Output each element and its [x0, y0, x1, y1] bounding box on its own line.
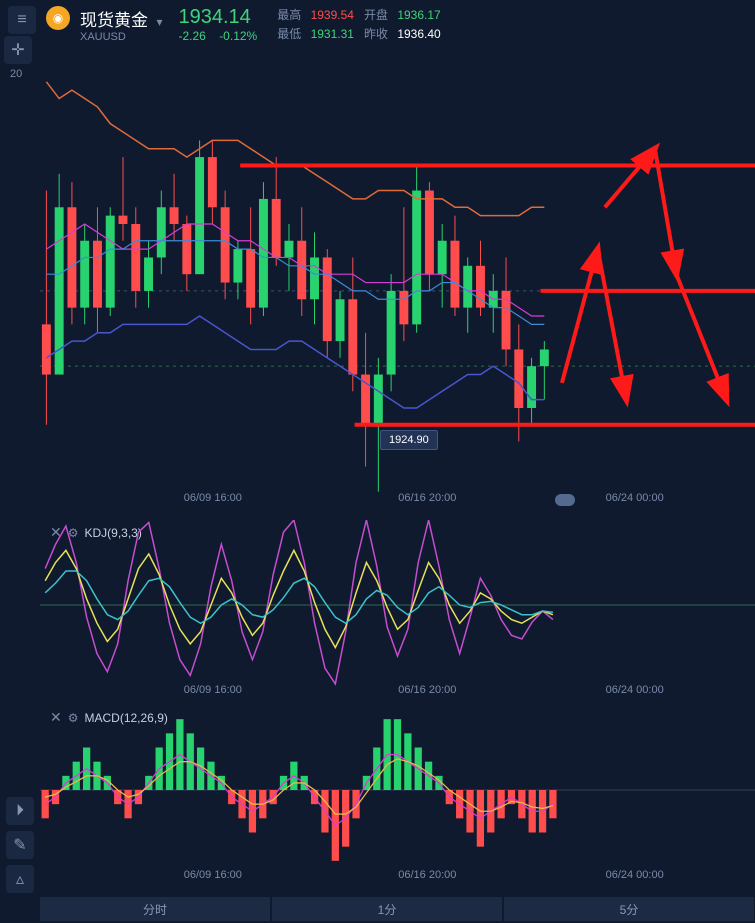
- dropdown-icon[interactable]: ▾: [156, 15, 162, 29]
- prev-close-value: 1936.40: [397, 27, 440, 41]
- prev-close-label: 昨收: [364, 27, 388, 41]
- bottom-toolbar: ⏵ ✎ ▵: [6, 797, 34, 893]
- crosshair-tool-icon[interactable]: ✛: [4, 36, 32, 64]
- y-axis-label: 20: [10, 68, 22, 80]
- symbol-name: 现货黄金: [80, 11, 148, 30]
- x-tick-label: 06/09 16:00: [184, 684, 242, 696]
- price-block: 1934.14 -2.26 -0.12%: [178, 6, 257, 43]
- replay-slider-handle[interactable]: [555, 494, 575, 506]
- high-label: 最高: [277, 8, 301, 22]
- left-toolbar: ✛: [4, 36, 32, 64]
- macd-chart[interactable]: [40, 705, 755, 875]
- x-tick-label: 06/24 00:00: [606, 869, 664, 881]
- price-tooltip: 1924.90: [380, 430, 438, 450]
- pencil-icon[interactable]: ✎: [6, 831, 34, 859]
- x-tick-label: 06/16 20:00: [398, 869, 456, 881]
- collapse-icon[interactable]: ▵: [6, 865, 34, 893]
- symbol-icon: ◉: [46, 6, 70, 30]
- open-label: 开盘: [364, 8, 388, 22]
- low-label: 最低: [277, 27, 301, 41]
- timeframe-tab[interactable]: 5分: [504, 897, 754, 921]
- x-tick-label: 06/16 20:00: [398, 684, 456, 696]
- play-icon[interactable]: ⏵: [6, 797, 34, 825]
- kdj-chart[interactable]: [40, 520, 755, 690]
- ohlc-grid: 最高 1939.54 开盘 1936.17 最低 1931.31 昨收 1936…: [277, 6, 441, 42]
- high-value: 1939.54: [311, 8, 354, 22]
- x-tick-label: 06/09 16:00: [184, 869, 242, 881]
- timeframe-tabs: 分时1分5分: [40, 897, 755, 923]
- timeframe-tab[interactable]: 1分: [272, 897, 502, 921]
- last-price: 1934.14: [178, 6, 257, 29]
- menu-icon[interactable]: ≡: [8, 6, 36, 34]
- x-tick-label: 06/16 20:00: [398, 492, 456, 504]
- symbol-block[interactable]: 现货黄金 ▾ XAUUSD: [80, 6, 162, 43]
- low-value: 1931.31: [311, 27, 354, 41]
- x-tick-label: 06/24 00:00: [606, 492, 664, 504]
- open-value: 1936.17: [397, 8, 440, 22]
- x-tick-label: 06/24 00:00: [606, 684, 664, 696]
- timeframe-tab[interactable]: 分时: [40, 897, 270, 921]
- x-tick-label: 06/09 16:00: [184, 492, 242, 504]
